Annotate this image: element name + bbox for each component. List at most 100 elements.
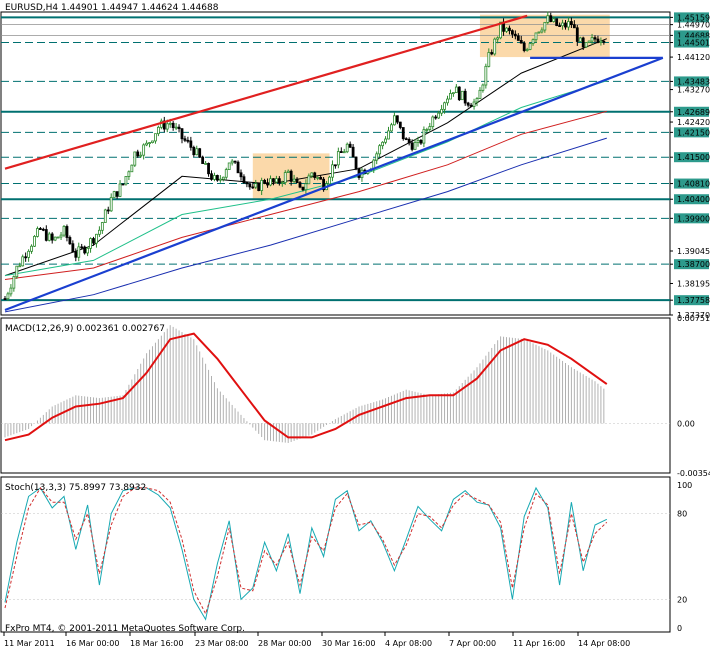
candle-body-181 bbox=[537, 31, 541, 34]
candle-body-115 bbox=[342, 151, 346, 154]
price-label-11: 1.40810 bbox=[677, 180, 710, 189]
candle-body-29 bbox=[89, 238, 92, 249]
candle-body-189 bbox=[561, 22, 564, 27]
candle-body-60 bbox=[180, 128, 184, 140]
price-label-bg-0 bbox=[674, 12, 709, 23]
candle-body-106 bbox=[316, 177, 320, 179]
candle-body-13 bbox=[41, 228, 45, 231]
candle-body-2 bbox=[9, 287, 13, 295]
candle-body-35 bbox=[106, 209, 110, 212]
price-label-bg-10 bbox=[674, 152, 709, 163]
price-label-13: 1.39900 bbox=[677, 214, 710, 223]
candle-body-167 bbox=[496, 37, 500, 40]
time-label-9: 14 Apr 08:00 bbox=[578, 639, 630, 648]
candle-body-43 bbox=[130, 164, 134, 173]
stoch-panel bbox=[0, 476, 671, 633]
candle-body-202 bbox=[599, 40, 603, 43]
main-title: EURUSD,H4 1.44901 1.44947 1.44624 1.4468… bbox=[5, 3, 219, 13]
candle-body-78 bbox=[233, 160, 237, 163]
candle-body-55 bbox=[165, 123, 169, 130]
price-label-bg-5 bbox=[674, 76, 709, 87]
candle-body-168 bbox=[499, 21, 503, 39]
macd-signal-line bbox=[4, 332, 608, 442]
price-label-3: 1.44501 bbox=[677, 39, 710, 48]
candle-body-111 bbox=[331, 164, 334, 178]
candle-body-28 bbox=[86, 247, 89, 254]
candle-body-91 bbox=[272, 178, 275, 183]
moving-average-2 bbox=[4, 110, 607, 280]
candle-body-156 bbox=[463, 90, 467, 104]
price-label-8: 1.42420 bbox=[677, 118, 710, 127]
price-label-5: 1.43483 bbox=[677, 77, 710, 86]
candle-body-9 bbox=[30, 245, 33, 252]
price-label-18: 1.37370 bbox=[677, 311, 710, 320]
candle-body-197 bbox=[584, 42, 588, 48]
candle-body-19 bbox=[59, 234, 63, 238]
candle-body-142 bbox=[422, 129, 426, 144]
price-label-1: 1.44970 bbox=[677, 21, 710, 30]
candle-body-94 bbox=[280, 182, 284, 184]
stoch-axis-label-3: 0 bbox=[677, 624, 682, 633]
price-label-6: 1.43270 bbox=[677, 86, 710, 95]
price-label-14: 1.39045 bbox=[677, 247, 710, 256]
candle-body-108 bbox=[322, 178, 326, 191]
candle-body-45 bbox=[136, 151, 140, 157]
candle-body-137 bbox=[407, 138, 411, 144]
price-label-2: 1.44688 bbox=[677, 31, 710, 40]
candle-body-52 bbox=[156, 126, 160, 135]
candle-body-104 bbox=[310, 172, 314, 177]
macd-axis-label-2: -0.00354 bbox=[677, 469, 710, 478]
candle-body-89 bbox=[266, 182, 269, 186]
candle-body-163 bbox=[484, 65, 488, 86]
candle-body-182 bbox=[540, 29, 544, 33]
candle-body-100 bbox=[298, 182, 302, 188]
candle-body-86 bbox=[257, 183, 261, 191]
candle-body-44 bbox=[133, 151, 137, 166]
candle-body-143 bbox=[425, 129, 429, 131]
candle-body-62 bbox=[186, 139, 190, 142]
macd-axis-label-1: 0.00 bbox=[677, 419, 695, 428]
candle-body-97 bbox=[289, 170, 293, 182]
candle-body-105 bbox=[313, 172, 317, 178]
candle-body-96 bbox=[286, 170, 290, 173]
candle-body-127 bbox=[378, 145, 382, 155]
candle-body-107 bbox=[319, 177, 323, 180]
candle-body-188 bbox=[558, 25, 561, 27]
candle-body-70 bbox=[210, 173, 213, 180]
candle-body-153 bbox=[454, 86, 458, 94]
candle-body-69 bbox=[207, 162, 210, 175]
candle-body-42 bbox=[127, 171, 131, 177]
candle-body-32 bbox=[98, 229, 101, 235]
candle-body-101 bbox=[301, 186, 305, 191]
candle-body-63 bbox=[189, 140, 193, 148]
candle-body-155 bbox=[460, 90, 464, 101]
time-label-3: 23 Mar 08:00 bbox=[195, 639, 248, 648]
candle-body-93 bbox=[277, 178, 281, 184]
macd-axis-label-0: 0.00751 bbox=[677, 314, 710, 323]
candle-body-132 bbox=[392, 115, 396, 126]
candle-body-34 bbox=[103, 209, 107, 223]
candle-body-194 bbox=[575, 27, 579, 42]
candle-body-160 bbox=[475, 98, 479, 103]
price-label-bg-11 bbox=[674, 178, 709, 189]
price-label-bg-3 bbox=[674, 37, 709, 48]
candle-body-138 bbox=[410, 142, 414, 150]
candle-body-80 bbox=[239, 172, 243, 178]
candle-body-73 bbox=[218, 178, 222, 181]
candle-body-171 bbox=[508, 27, 511, 32]
candle-body-161 bbox=[478, 89, 482, 99]
candle-body-49 bbox=[148, 142, 151, 144]
candle-body-88 bbox=[263, 180, 267, 184]
candle-body-103 bbox=[307, 175, 311, 185]
trend-line-1 bbox=[4, 56, 664, 312]
candle-body-196 bbox=[581, 37, 585, 48]
moving-average-3 bbox=[4, 137, 607, 313]
price-label-10: 1.41500 bbox=[677, 153, 710, 162]
candle-body-154 bbox=[457, 86, 461, 101]
candle-body-147 bbox=[437, 112, 441, 119]
candle-body-185 bbox=[549, 15, 553, 22]
candle-body-39 bbox=[118, 183, 122, 197]
candle-body-192 bbox=[570, 21, 573, 26]
candle-body-183 bbox=[543, 21, 547, 31]
candle-body-150 bbox=[446, 98, 449, 104]
